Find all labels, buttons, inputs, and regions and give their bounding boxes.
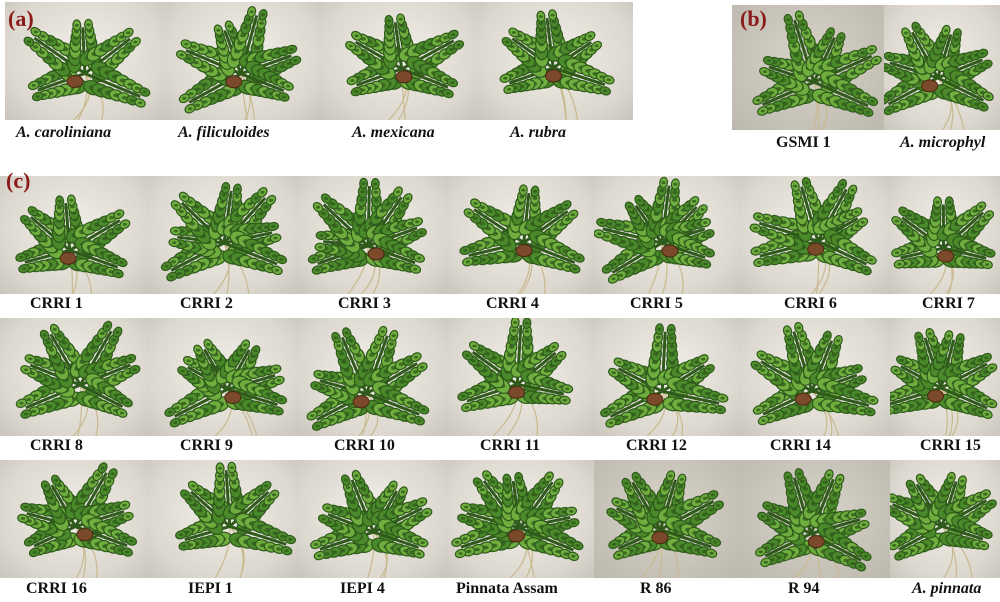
species-label: A. microphyl bbox=[900, 134, 986, 151]
azolla-photo bbox=[594, 318, 740, 436]
azolla-photo bbox=[0, 176, 148, 294]
azolla-photo bbox=[890, 176, 1000, 294]
azolla-frond-drawing bbox=[890, 328, 998, 436]
azolla-photo bbox=[165, 2, 321, 120]
azolla-photo bbox=[732, 5, 884, 130]
azolla-photo bbox=[148, 176, 298, 294]
azolla-frond-drawing bbox=[307, 177, 427, 294]
azolla-photo bbox=[594, 460, 740, 578]
azolla-frond-drawing bbox=[499, 9, 615, 120]
azolla-photo bbox=[890, 460, 1000, 578]
azolla-frond-drawing bbox=[750, 321, 879, 436]
accession-label: CRRI 3 bbox=[338, 295, 391, 312]
accession-label: CRRI 2 bbox=[180, 295, 233, 312]
species-label: A. rubra bbox=[510, 124, 567, 141]
accession-label: CRRI 16 bbox=[26, 580, 87, 597]
azolla-photo bbox=[884, 5, 1000, 130]
azolla-frond-drawing bbox=[884, 21, 994, 130]
azolla-photo bbox=[298, 460, 446, 578]
azolla-frond-drawing bbox=[457, 318, 574, 436]
azolla-photo bbox=[446, 460, 594, 578]
accession-label: CRRI 11 bbox=[480, 437, 541, 454]
azolla-frond-drawing bbox=[310, 469, 433, 578]
azolla-photo bbox=[477, 2, 633, 120]
azolla-frond-drawing bbox=[175, 461, 296, 578]
azolla-frond-drawing bbox=[755, 468, 872, 578]
species-label: A. caroliniana bbox=[16, 124, 112, 141]
panel-b-letter: (b) bbox=[740, 6, 767, 31]
accession-label: CRRI 1 bbox=[30, 295, 83, 312]
azolla-frond-drawing bbox=[17, 462, 138, 578]
azolla-frond-drawing bbox=[23, 18, 151, 120]
azolla-frond-drawing bbox=[606, 470, 724, 578]
azolla-frond-drawing bbox=[749, 177, 877, 294]
azolla-photo bbox=[298, 318, 446, 436]
accession-label: CRRI 4 bbox=[486, 295, 539, 312]
accession-label: IEPI 4 bbox=[340, 580, 385, 597]
species-label: A. filiculoides bbox=[178, 124, 270, 141]
azolla-photo bbox=[446, 318, 594, 436]
azolla-photo bbox=[148, 460, 298, 578]
azolla-photo bbox=[321, 2, 477, 120]
azolla-photo bbox=[0, 318, 148, 436]
accession-label: IEPI 1 bbox=[188, 580, 233, 597]
azolla-frond-drawing bbox=[600, 323, 729, 436]
accession-label: CRRI 8 bbox=[30, 437, 83, 454]
azolla-photo bbox=[0, 460, 148, 578]
accession-label: Pinnata Assam bbox=[456, 580, 558, 597]
azolla-frond-drawing bbox=[451, 470, 584, 578]
accession-label: R 94 bbox=[788, 580, 820, 597]
azolla-photo bbox=[740, 176, 890, 294]
azolla-photo bbox=[740, 318, 890, 436]
species-label: A. mexicana bbox=[352, 124, 435, 141]
azolla-frond-drawing bbox=[459, 184, 585, 294]
accession-label: R 86 bbox=[640, 580, 672, 597]
azolla-frond-drawing bbox=[164, 338, 288, 436]
accession-label: CRRI 15 bbox=[920, 437, 981, 454]
azolla-photo bbox=[148, 318, 298, 436]
azolla-frond-drawing bbox=[890, 471, 997, 578]
accession-label: CRRI 10 bbox=[334, 437, 395, 454]
accession-label: GSMI 1 bbox=[776, 134, 831, 151]
azolla-frond-drawing bbox=[15, 320, 141, 436]
accession-label: CRRI 5 bbox=[630, 295, 683, 312]
species-label: A. pinnata bbox=[912, 580, 982, 597]
panel-a-letter: (a) bbox=[8, 6, 34, 31]
azolla-frond-drawing bbox=[891, 196, 996, 294]
azolla-frond-drawing bbox=[345, 13, 465, 120]
azolla-frond-drawing bbox=[306, 325, 430, 436]
accession-label: CRRI 7 bbox=[922, 295, 975, 312]
azolla-photo bbox=[740, 460, 890, 578]
azolla-frond-drawing bbox=[594, 176, 715, 294]
azolla-photo bbox=[890, 318, 1000, 436]
azolla-photo bbox=[298, 176, 446, 294]
azolla-photo bbox=[5, 2, 165, 120]
accession-label: CRRI 9 bbox=[180, 437, 233, 454]
azolla-frond-drawing bbox=[160, 181, 288, 294]
azolla-photo bbox=[446, 176, 594, 294]
accession-label: CRRI 6 bbox=[784, 295, 837, 312]
azolla-photo bbox=[594, 176, 740, 294]
accession-label: CRRI 14 bbox=[770, 437, 831, 454]
azolla-frond-drawing bbox=[752, 10, 882, 130]
azolla-frond-drawing bbox=[15, 194, 131, 294]
azolla-frond-drawing bbox=[175, 5, 302, 120]
accession-label: CRRI 12 bbox=[626, 437, 687, 454]
panel-c-letter: (c) bbox=[6, 168, 31, 193]
